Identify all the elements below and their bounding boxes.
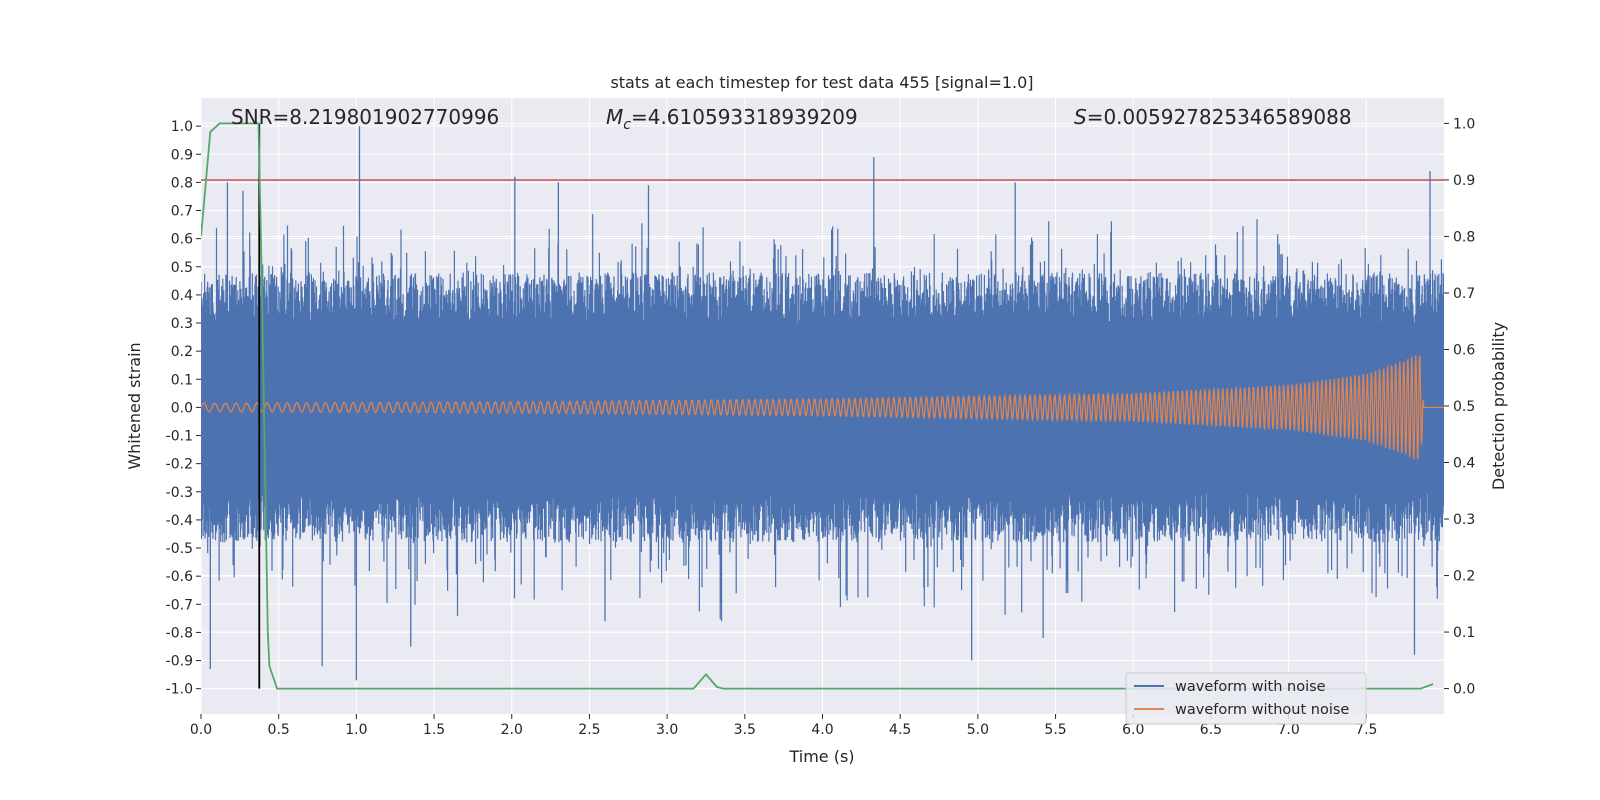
y2-tick-label: 0.9 bbox=[1453, 173, 1475, 189]
snr-annotation: SNR=8.219801902770996 bbox=[231, 105, 499, 129]
series-detection-probability bbox=[201, 122, 1434, 690]
x-tick-label: 0.0 bbox=[190, 722, 212, 738]
x-tick-label: 6.5 bbox=[1200, 722, 1222, 738]
y2-tick-label: 0.5 bbox=[1453, 399, 1475, 415]
y2-tick-label: 0.7 bbox=[1453, 286, 1475, 302]
x-tick-label: 2.0 bbox=[501, 722, 523, 738]
series-waveform-without-noise bbox=[201, 355, 1444, 460]
s-symbol: S bbox=[1074, 105, 1087, 129]
y-tick-label: 0.5 bbox=[171, 260, 193, 276]
y-tick-label: -1.0 bbox=[166, 682, 193, 698]
y-tick-label: -0.3 bbox=[166, 485, 193, 501]
x-tick-label: 1.5 bbox=[423, 722, 445, 738]
y-tick-label: 0.1 bbox=[171, 372, 193, 388]
y-tick-label: -0.7 bbox=[166, 597, 193, 613]
axis-ticks: 0.0 0.5 1.0 1.5 2.0 2.5 3.0 3.5 4.0 4.5 5.0 5.5 6.0 6… bbox=[166, 116, 1476, 738]
x-tick-label: 6.0 bbox=[1122, 722, 1144, 738]
x-tick-label: 5.5 bbox=[1044, 722, 1066, 738]
x-tick-label: 7.5 bbox=[1355, 722, 1377, 738]
x-tick-label: 3.5 bbox=[734, 722, 756, 738]
y2-tick-label: 0.8 bbox=[1453, 229, 1475, 245]
y2-tick-label: 0.0 bbox=[1453, 682, 1475, 698]
y-axis-label: Whitened strain bbox=[125, 342, 144, 469]
y-tick-label: -0.6 bbox=[166, 569, 193, 585]
chirp-mass-annotation: Mc=4.610593318939209 bbox=[606, 105, 858, 133]
legend-label-waveform-without-noise: waveform without noise bbox=[1175, 702, 1349, 718]
y2-axis-label: Detection probability bbox=[1489, 322, 1508, 490]
legend: waveform with noise waveform without noi… bbox=[1125, 672, 1367, 725]
chirp-mass-subscript: c bbox=[623, 117, 631, 133]
x-tick-label: 1.0 bbox=[345, 722, 367, 738]
x-tick-label: 7.0 bbox=[1277, 722, 1299, 738]
y-tick-label: 0.9 bbox=[171, 147, 193, 163]
probability-line bbox=[201, 122, 1434, 690]
x-axis-label: Time (s) bbox=[788, 747, 854, 766]
s-annotation: S=0.005927825346589088 bbox=[1074, 105, 1352, 129]
x-tick-label: 4.0 bbox=[811, 722, 833, 738]
y-tick-label: -0.2 bbox=[166, 457, 193, 473]
s-value: =0.005927825346589088 bbox=[1087, 105, 1352, 129]
overlay-lines bbox=[201, 123, 1444, 689]
x-tick-label: 3.0 bbox=[656, 722, 678, 738]
y-tick-label: 0.4 bbox=[171, 288, 193, 304]
y2-tick-label: 0.1 bbox=[1453, 625, 1475, 641]
y2-tick-label: 1.0 bbox=[1453, 116, 1475, 132]
y-tick-label: 0.2 bbox=[171, 344, 193, 360]
y-tick-label: -0.5 bbox=[166, 541, 193, 557]
y-tick-label: 0.0 bbox=[171, 400, 193, 416]
y-tick-label: 0.3 bbox=[171, 316, 193, 332]
chirp-mass-value: =4.610593318939209 bbox=[631, 105, 858, 129]
y2-tick-label: 0.6 bbox=[1453, 342, 1475, 358]
y-tick-label: 1.0 bbox=[171, 119, 193, 135]
legend-label-waveform-with-noise: waveform with noise bbox=[1175, 679, 1326, 695]
x-tick-label: 5.0 bbox=[967, 722, 989, 738]
chart-title: stats at each timestep for test data 455… bbox=[610, 73, 1033, 92]
y-tick-label: -0.9 bbox=[166, 654, 193, 670]
chirp-line bbox=[201, 355, 1444, 460]
y-tick-label: 0.6 bbox=[171, 232, 193, 248]
y2-tick-label: 0.4 bbox=[1453, 456, 1475, 472]
x-tick-label: 2.5 bbox=[578, 722, 600, 738]
y-tick-label: -0.4 bbox=[166, 513, 193, 529]
y-tick-label: 0.7 bbox=[171, 204, 193, 220]
chirp-mass-symbol: M bbox=[606, 105, 623, 129]
y-tick-label: -0.1 bbox=[166, 429, 193, 445]
y2-tick-label: 0.3 bbox=[1453, 512, 1475, 528]
y-tick-label: 0.8 bbox=[171, 175, 193, 191]
x-tick-label: 4.5 bbox=[889, 722, 911, 738]
legend-box bbox=[1125, 672, 1367, 725]
y-tick-label: -0.8 bbox=[166, 625, 193, 641]
y2-tick-label: 0.2 bbox=[1453, 569, 1475, 585]
x-tick-label: 0.5 bbox=[268, 722, 290, 738]
